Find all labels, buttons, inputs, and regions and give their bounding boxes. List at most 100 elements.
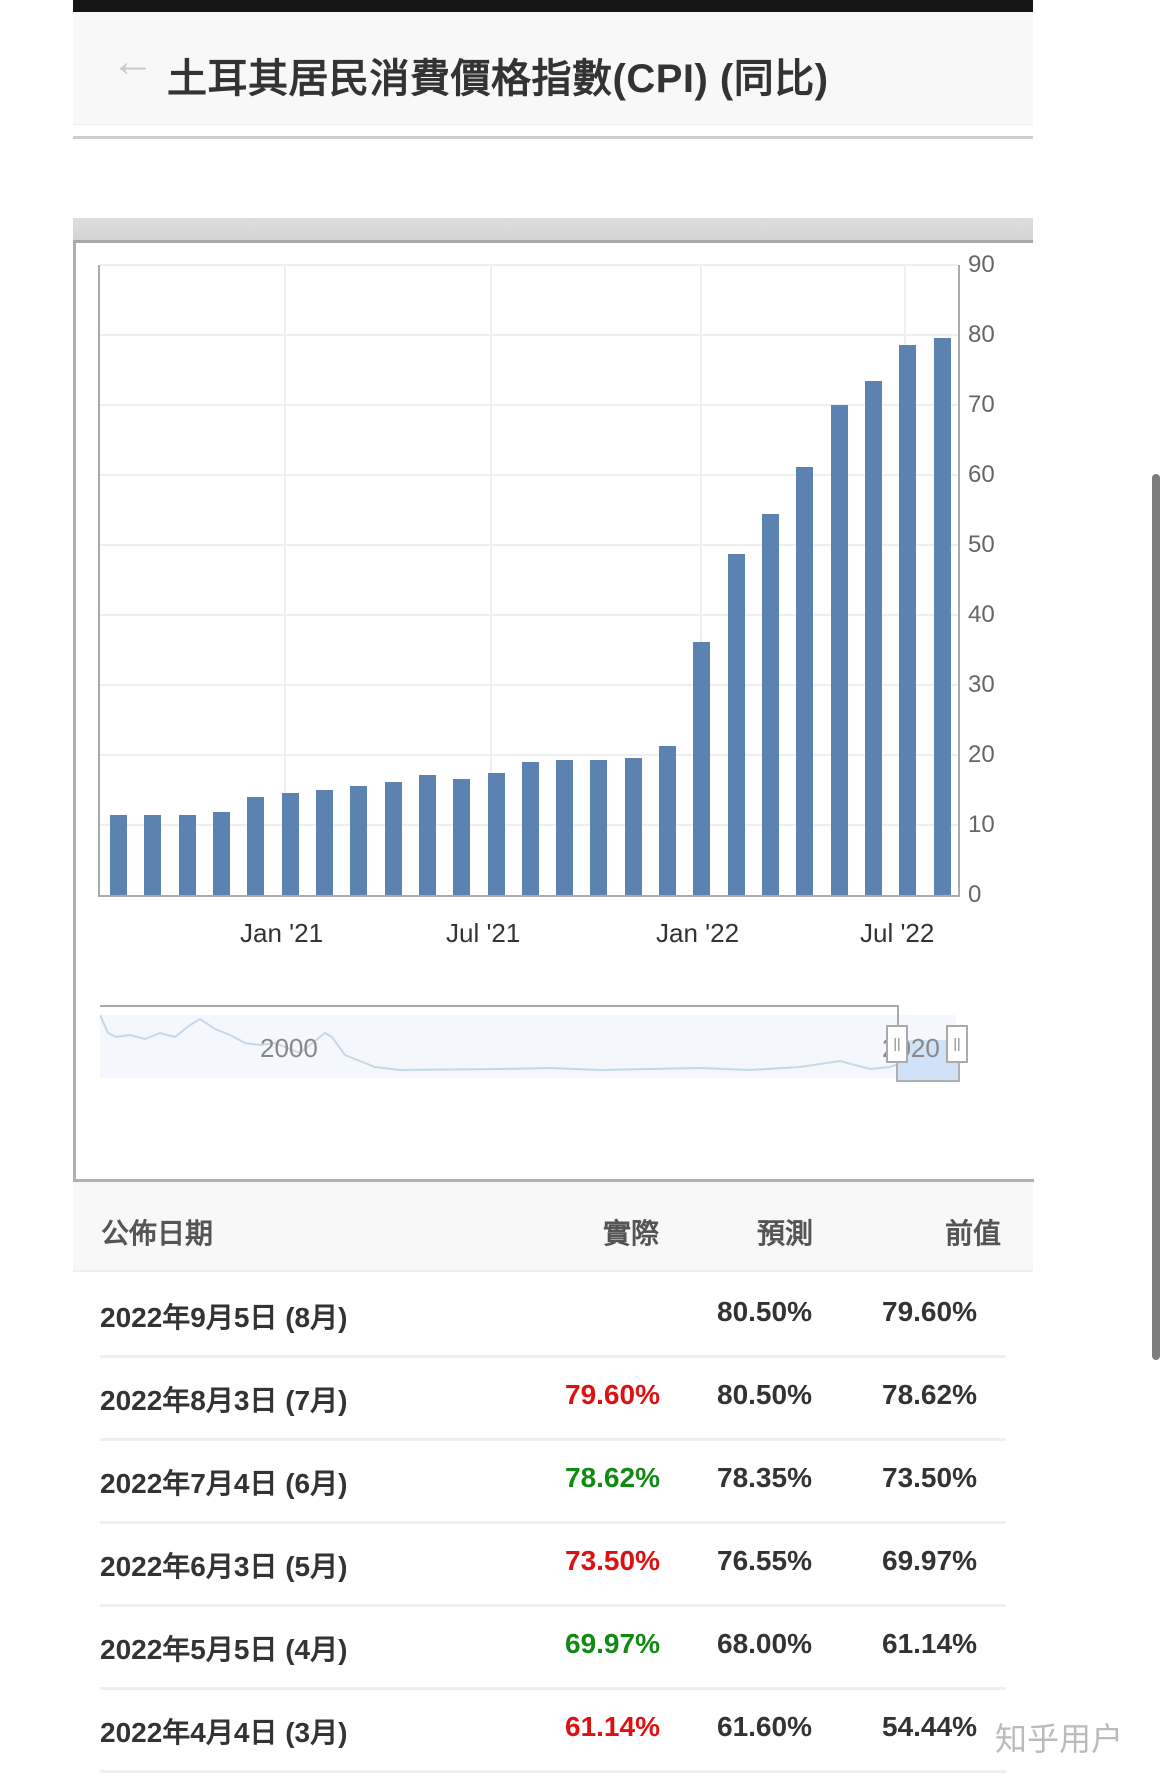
h-gridline	[100, 474, 958, 476]
row-actual: 61.14%	[565, 1711, 660, 1742]
y-tick-label: 80	[968, 321, 995, 348]
row-previous: 69.97%	[882, 1545, 977, 1576]
navigator-label-2000: 2000	[260, 1033, 318, 1063]
bar[interactable]	[453, 778, 471, 895]
row-previous: 78.62%	[882, 1379, 977, 1410]
bar[interactable]	[762, 514, 780, 895]
page-title: 土耳其居民消費價格指數(CPI) (同比)	[167, 57, 829, 101]
bar[interactable]	[933, 337, 951, 895]
y-tick-label: 0	[968, 881, 982, 908]
table-row[interactable]: 2022年6月3日 (5月) 73.50% 76.55% 69.97%	[100, 1521, 1006, 1607]
navigator-series-line	[100, 1015, 952, 1072]
table-row[interactable]: 2022年5月5日 (4月) 69.97% 68.00% 61.14%	[100, 1604, 1006, 1690]
bar[interactable]	[899, 344, 917, 895]
navigator-left-handle[interactable]: ||	[886, 1025, 908, 1063]
row-forecast: 68.00%	[717, 1628, 812, 1659]
bar-chart-plot	[98, 264, 960, 897]
h-gridline	[100, 614, 958, 616]
bar[interactable]	[281, 792, 299, 895]
scrollbar[interactable]	[1152, 474, 1160, 1360]
bar[interactable]	[796, 467, 814, 895]
table-row[interactable]: 2022年8月3日 (7月) 79.60% 80.50% 78.62%	[100, 1355, 1006, 1441]
header-actual: 實際	[603, 1218, 660, 1249]
back-arrow-icon[interactable]: ←	[111, 37, 155, 86]
divider	[73, 136, 1033, 139]
h-gridline	[100, 264, 958, 266]
y-tick-label: 50	[968, 531, 995, 558]
row-actual: 73.50%	[565, 1545, 660, 1576]
navigator-area	[100, 1015, 956, 1078]
h-gridline	[100, 684, 958, 686]
bar[interactable]	[212, 811, 230, 895]
bar[interactable]	[350, 785, 368, 895]
row-forecast: 80.50%	[717, 1296, 812, 1327]
row-previous: 79.60%	[882, 1296, 977, 1327]
row-date: 2022年8月3日 (7月)	[100, 1385, 348, 1416]
row-actual: 78.62%	[565, 1462, 660, 1493]
bar[interactable]	[315, 790, 333, 895]
table-row[interactable]: 2022年4月4日 (3月) 61.14% 61.60% 54.44%	[100, 1687, 1006, 1773]
y-tick-label: 70	[968, 391, 995, 418]
table-header: 公佈日期 實際 預測 前值	[73, 1182, 1033, 1272]
header-forecast: 預測	[757, 1218, 814, 1249]
row-forecast: 61.60%	[717, 1711, 812, 1742]
row-date: 2022年5月5日 (4月)	[100, 1634, 348, 1665]
bar[interactable]	[556, 759, 574, 895]
header-date: 公佈日期	[101, 1218, 214, 1249]
y-tick-label: 10	[968, 811, 995, 838]
table-row[interactable]: 2022年9月5日 (8月) 80.50% 79.60%	[100, 1272, 1006, 1358]
y-tick-label: 20	[968, 741, 995, 768]
bar[interactable]	[865, 380, 883, 895]
row-forecast: 76.55%	[717, 1545, 812, 1576]
header-previous: 前值	[945, 1218, 1002, 1249]
table-row[interactable]: 2022年7月4日 (6月) 78.62% 78.35% 73.50%	[100, 1438, 1006, 1524]
row-date: 2022年7月4日 (6月)	[100, 1468, 348, 1499]
x-tick-label: Jan '22	[656, 918, 740, 948]
bar[interactable]	[487, 772, 505, 895]
h-gridline	[100, 404, 958, 406]
x-tick-label: Jan '21	[240, 918, 324, 948]
chart-toolbar	[73, 218, 1033, 243]
row-date: 2022年9月5日 (8月)	[100, 1302, 348, 1333]
y-tick-label: 40	[968, 601, 995, 628]
h-gridline	[100, 754, 958, 756]
bar[interactable]	[384, 781, 402, 895]
bar[interactable]	[830, 405, 848, 895]
bar[interactable]	[624, 757, 642, 895]
y-tick-label: 30	[968, 671, 995, 698]
bar[interactable]	[659, 745, 677, 895]
page-header: ← 土耳其居民消費價格指數(CPI) (同比)	[73, 12, 1033, 125]
h-gridline	[100, 334, 958, 336]
x-tick-label: Jul '22	[860, 918, 935, 948]
watermark: 知乎用户	[995, 1721, 1124, 1757]
v-gridline	[490, 265, 492, 895]
status-bar	[73, 0, 1033, 12]
x-tick-label: Jul '21	[446, 918, 521, 948]
bar[interactable]	[178, 814, 196, 895]
bar[interactable]	[144, 814, 162, 895]
range-navigator[interactable]: 2000 2020 || ||	[100, 1005, 968, 1082]
navigator-right-handle[interactable]: ||	[946, 1025, 968, 1063]
row-previous: 73.50%	[882, 1462, 977, 1493]
row-date: 2022年6月3日 (5月)	[100, 1551, 348, 1582]
bar[interactable]	[521, 762, 539, 895]
h-gridline	[100, 544, 958, 546]
bar[interactable]	[727, 554, 745, 895]
row-actual: 69.97%	[565, 1628, 660, 1659]
v-gridline	[700, 265, 702, 895]
row-actual: 79.60%	[565, 1379, 660, 1410]
bar[interactable]	[418, 775, 436, 895]
row-forecast: 78.35%	[717, 1462, 812, 1493]
y-tick-label: 90	[968, 251, 995, 278]
bar[interactable]	[110, 814, 127, 895]
row-previous: 54.44%	[882, 1711, 977, 1742]
bar[interactable]	[590, 759, 608, 895]
navigator-frame	[100, 1005, 898, 1007]
bar[interactable]	[247, 797, 265, 895]
bar[interactable]	[693, 642, 711, 895]
v-gridline	[284, 265, 286, 895]
row-date: 2022年4月4日 (3月)	[100, 1717, 348, 1748]
y-tick-label: 60	[968, 461, 995, 488]
row-forecast: 80.50%	[717, 1379, 812, 1410]
row-previous: 61.14%	[882, 1628, 977, 1659]
